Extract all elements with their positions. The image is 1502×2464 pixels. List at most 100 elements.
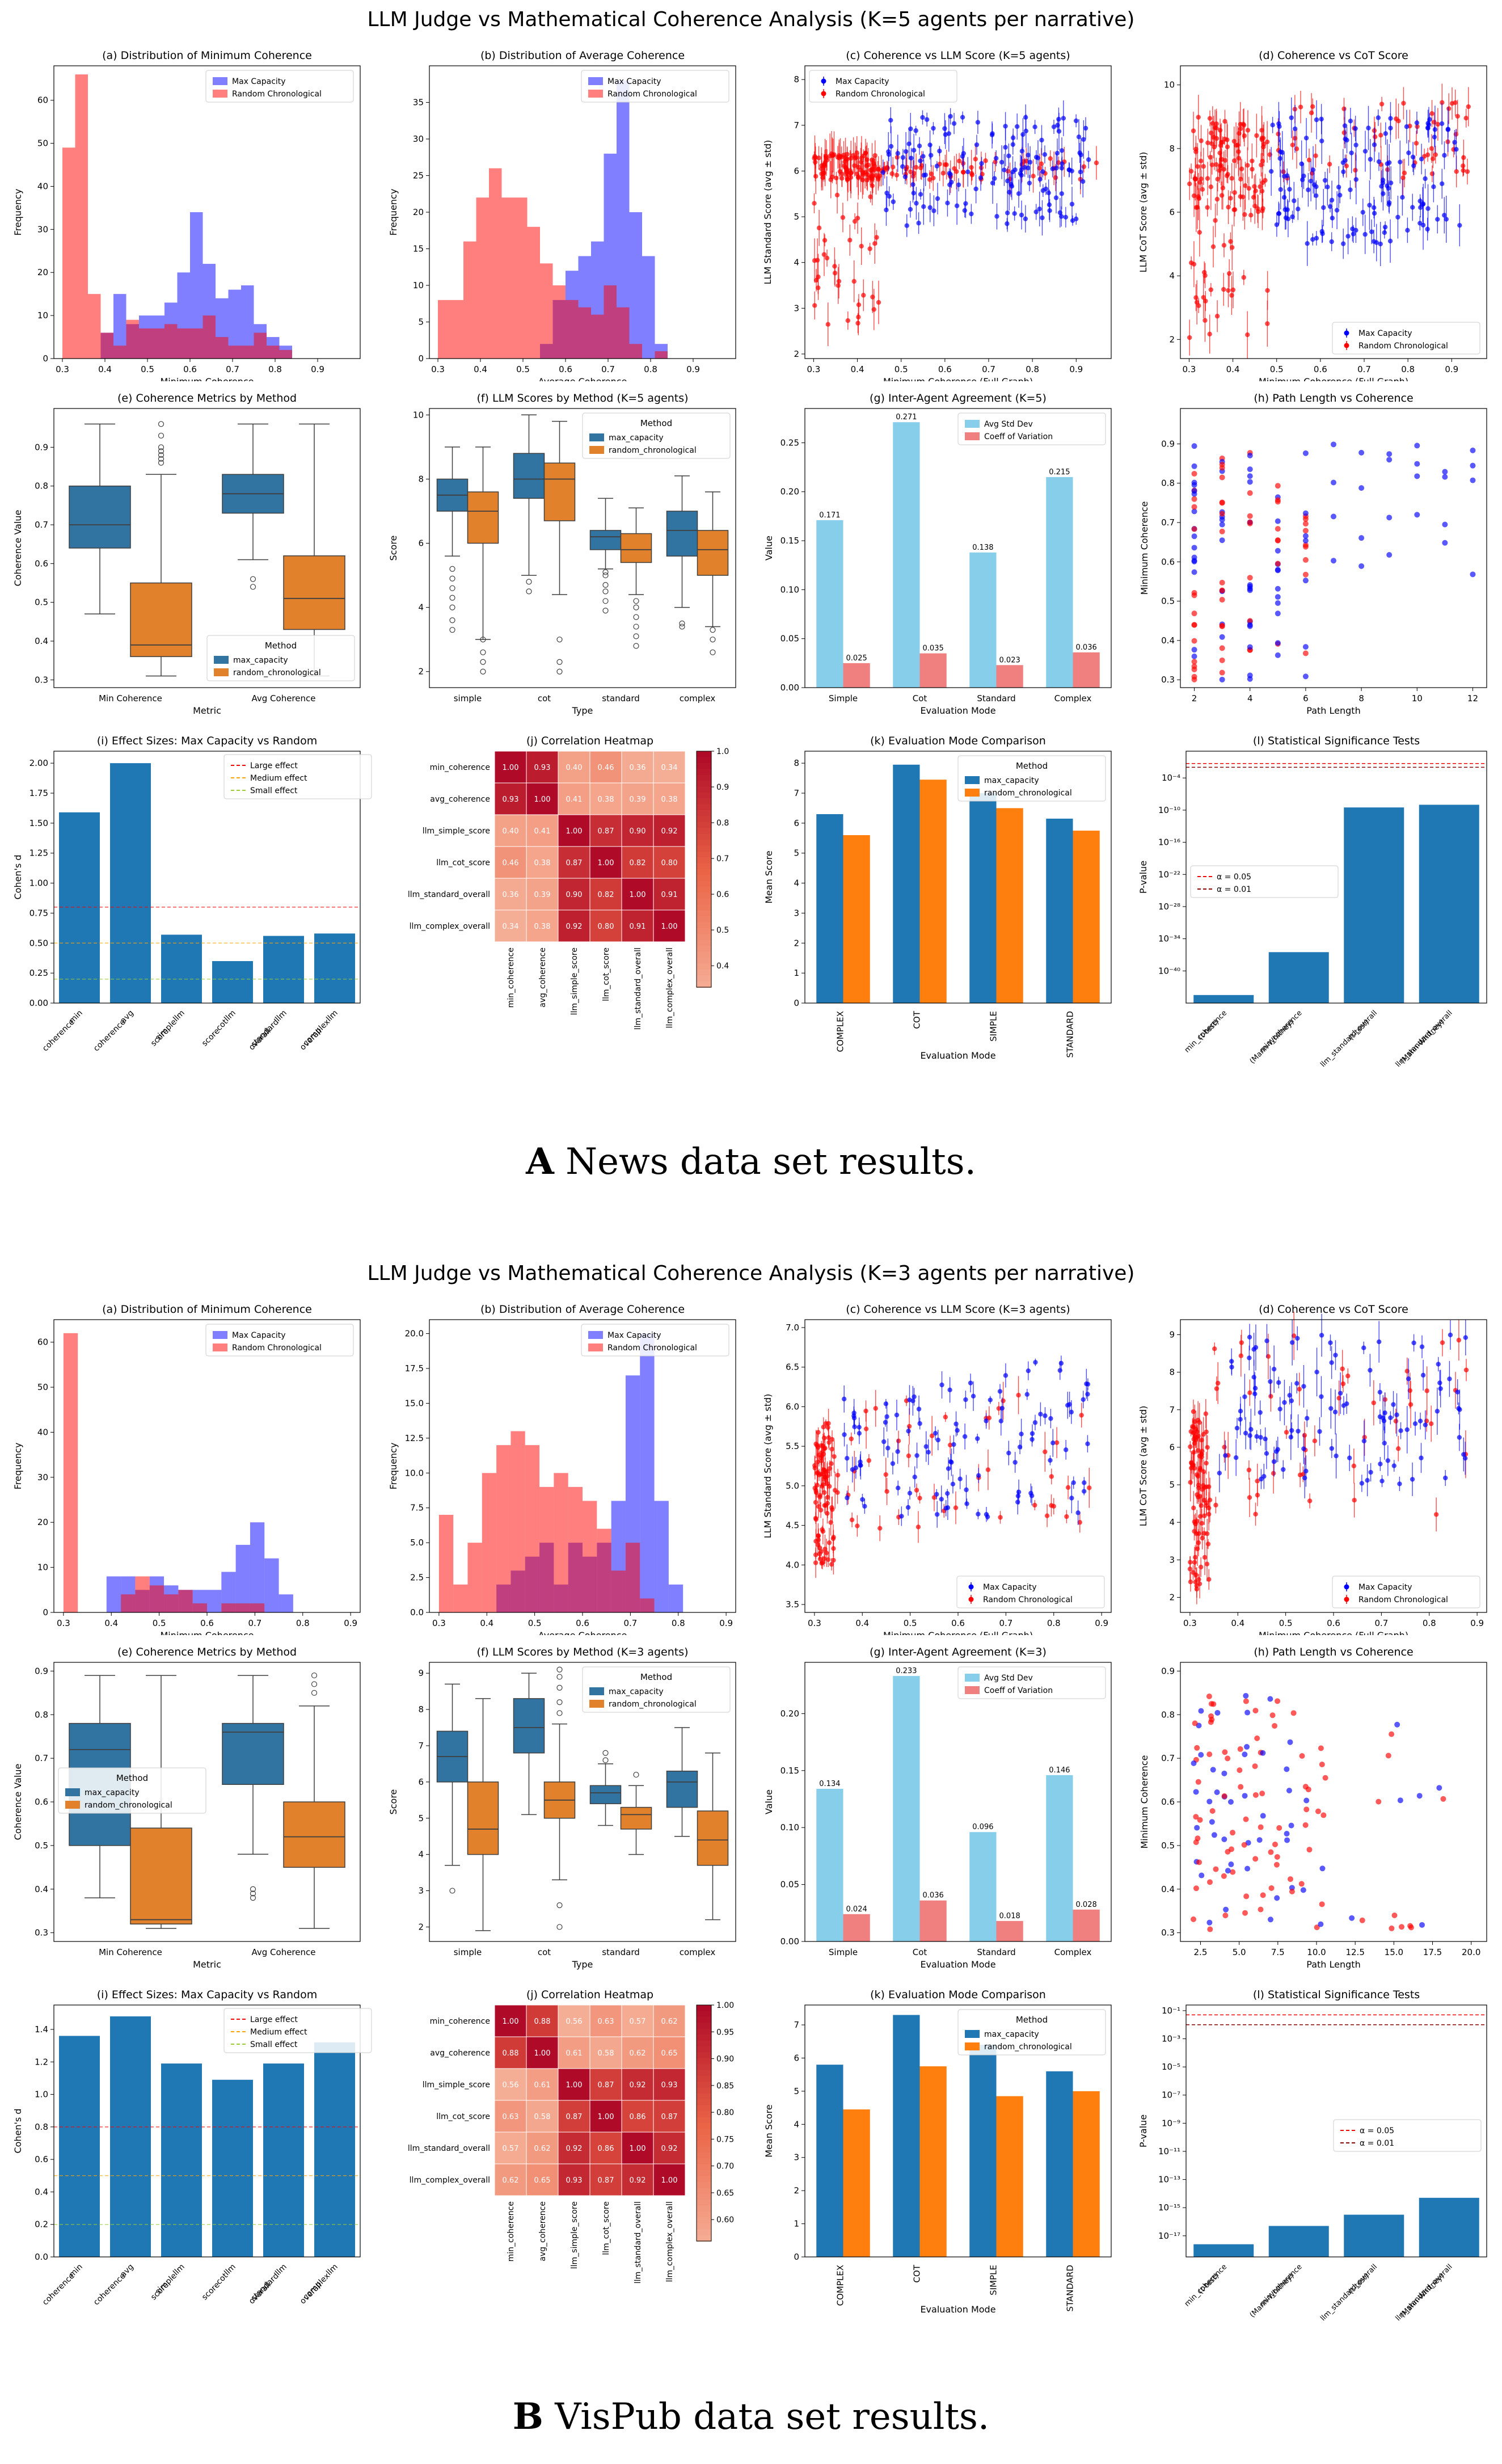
data-point (1311, 182, 1317, 187)
data-point (1242, 1751, 1248, 1758)
legend-label: Avg Std Dev (984, 420, 1033, 429)
y-tick-label: 0.25 (29, 968, 48, 978)
colorbar-segment (697, 2087, 711, 2094)
data-point (1275, 600, 1281, 606)
y-tick-label: 2.5 (410, 1573, 424, 1583)
data-point (1243, 1430, 1248, 1436)
data-point (946, 1466, 951, 1471)
y-tick-label: 0.0 (410, 1607, 424, 1618)
data-point (872, 241, 877, 246)
data-point (1319, 1394, 1324, 1399)
x-tick-label: 0.5 (904, 1618, 917, 1628)
chart-svg: (b) Distribution of Average CoherenceAve… (388, 49, 736, 381)
y-tick-label: 0.20 (780, 1708, 799, 1719)
outlier (158, 448, 164, 454)
data-point (861, 293, 866, 298)
data-point (1270, 123, 1275, 128)
data-point (1208, 287, 1214, 292)
heatmap-cell (653, 2163, 686, 2196)
data-point (1385, 1753, 1391, 1759)
y-tick-label: 20 (413, 207, 424, 217)
data-point (1272, 1841, 1278, 1847)
data-point (999, 1405, 1005, 1411)
data-point (1462, 1456, 1468, 1461)
data-point (1433, 1512, 1439, 1517)
legend-frame (957, 412, 1106, 445)
data-point (1273, 1861, 1280, 1868)
histogram-bar (476, 197, 489, 359)
bar (919, 1900, 947, 1941)
data-point (884, 190, 889, 196)
x-tick-label: score (200, 2281, 222, 2302)
data-point (1211, 1832, 1217, 1838)
data-point (1318, 1745, 1324, 1751)
data-point (1191, 463, 1197, 469)
y-tick-label: 4 (1169, 1517, 1175, 1527)
data-point (1431, 156, 1436, 162)
data-point (834, 175, 839, 180)
data-point (866, 162, 871, 168)
x-axis-label: Minimum Coherence (Full Graph) (883, 1630, 1033, 1635)
data-point (915, 1524, 921, 1530)
data-point (1360, 209, 1365, 215)
bar (996, 665, 1023, 688)
data-point (1275, 483, 1281, 489)
outlier (710, 649, 716, 655)
panel-title: (e) Coherence Metrics by Method (117, 1646, 297, 1658)
data-point (1463, 1335, 1469, 1340)
data-point (1302, 510, 1309, 516)
y-tick-label: 7.0 (786, 1322, 799, 1333)
data-point (1214, 1709, 1221, 1716)
data-point (917, 143, 922, 149)
data-point (812, 155, 817, 161)
x-tick-label: 0.9 (719, 1618, 733, 1628)
data-point (1195, 164, 1200, 169)
outlier (556, 1666, 563, 1673)
data-point (927, 205, 933, 210)
data-point (1196, 1859, 1203, 1865)
outlier (602, 588, 609, 595)
bar (919, 2066, 947, 2257)
data-point (1222, 136, 1227, 142)
legend-label: max_capacity (984, 776, 1039, 785)
data-point (829, 1505, 834, 1510)
data-point (871, 307, 876, 312)
data-point (883, 1401, 889, 1406)
data-point (1345, 234, 1351, 239)
x-tick-label: 0.6 (951, 1618, 965, 1628)
outlier (633, 598, 639, 604)
legend-frame (582, 412, 731, 459)
legend-label: max_capacity (609, 1687, 664, 1696)
x-tick-label: 0.8 (1401, 364, 1415, 374)
x-tick-label: llm_simple_score (570, 947, 579, 1015)
data-point (906, 141, 912, 146)
data-point (836, 283, 841, 288)
legend-swatch (965, 420, 980, 428)
data-point (1345, 1374, 1351, 1379)
colorbar-segment (697, 2217, 711, 2224)
data-point (944, 1491, 950, 1496)
data-point (1059, 191, 1065, 196)
data-point (964, 1501, 969, 1506)
legend-label: Max Capacity (1358, 329, 1412, 338)
suptitle-a: LLM Judge vs Mathematical Coherence Anal… (367, 8, 1135, 31)
data-point (874, 173, 879, 178)
colorbar-segment (697, 2158, 711, 2165)
caption-a-text: News data set results. (566, 1141, 976, 1183)
data-point (1289, 1398, 1294, 1404)
panel-l-significance: (l) Statistical Significance Tests P-valu… (1126, 724, 1502, 1067)
data-point (1264, 1451, 1269, 1456)
data-point (1192, 1720, 1198, 1726)
legend-label: Large effect (250, 761, 298, 770)
bar (1073, 1909, 1100, 1941)
data-point (845, 1495, 850, 1501)
x-axis-label: Minimum Coherence (160, 376, 254, 381)
cell-value: 0.92 (566, 923, 583, 931)
histogram-bar (625, 1543, 640, 1612)
data-point (1243, 1692, 1249, 1699)
heatmap-cell (526, 2100, 559, 2133)
y-tick-label: 10⁻⁹ (1162, 2118, 1180, 2128)
colorbar-segment (697, 2099, 711, 2106)
